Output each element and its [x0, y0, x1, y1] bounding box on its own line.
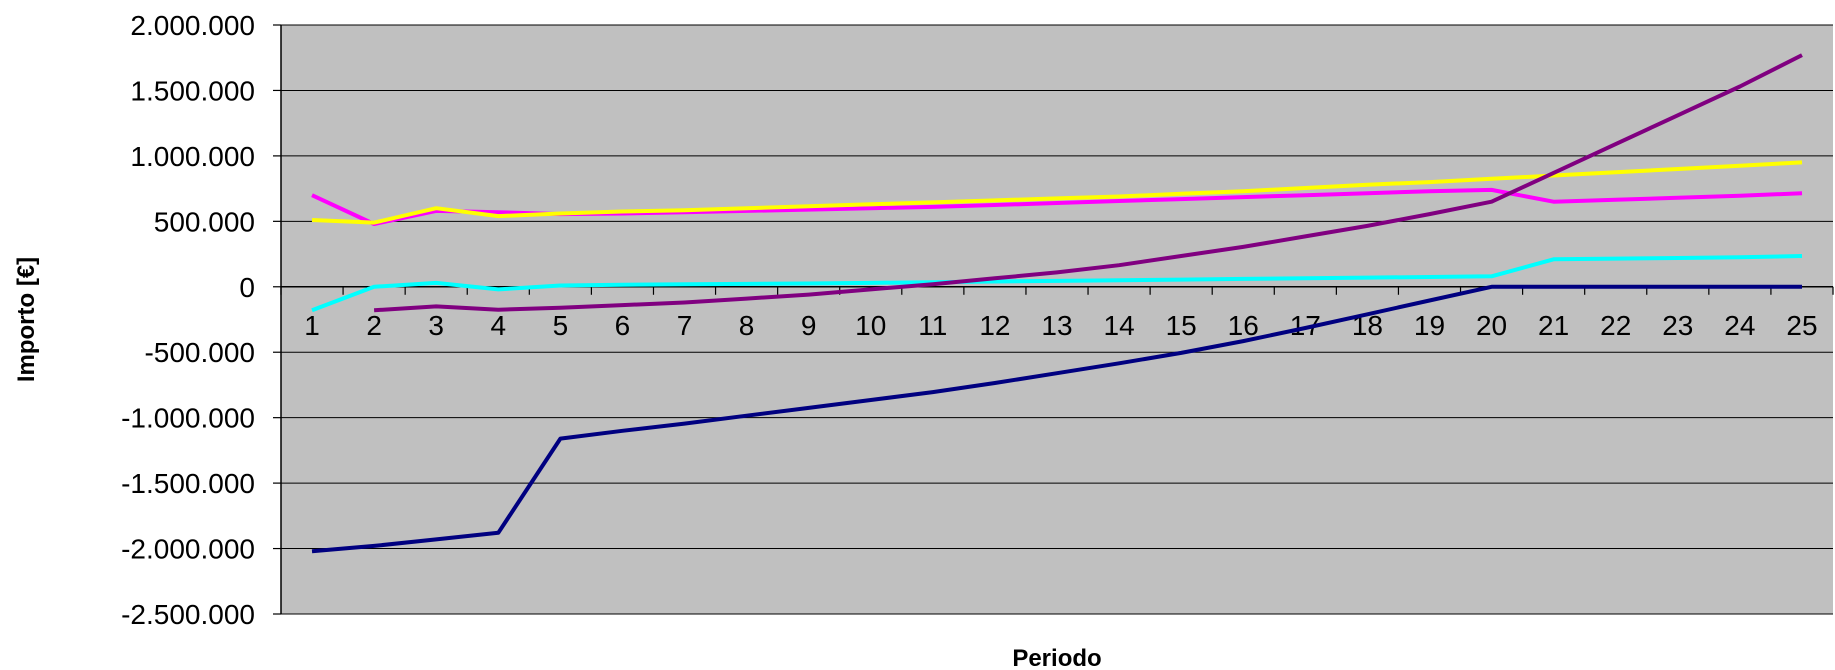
y-tick-label: -2.500.000 [121, 599, 255, 630]
y-axis-title: Importo [€] [13, 257, 40, 382]
x-tick-label: 9 [801, 310, 817, 341]
gridlines [281, 24, 1833, 615]
x-tick-label: 11 [918, 310, 947, 341]
series-line-5 [373, 53, 1803, 313]
x-axis-title: Periodo [1012, 645, 1101, 670]
x-tick-label: 14 [1104, 310, 1135, 341]
y-axis: 2.000.000 1.500.000 1.000.000 500.000 0 -500.… [121, 10, 282, 630]
x-tick-label: 3 [428, 310, 444, 341]
x-tick-label: 1 [304, 310, 320, 341]
x-tick-label: 8 [739, 310, 755, 341]
x-tick-label: 20 [1476, 310, 1507, 341]
x-tick-label: 10 [855, 310, 886, 341]
y-tick-label: 2.000.000 [130, 10, 255, 41]
plot-area [281, 25, 1833, 614]
x-tick-label: 6 [615, 310, 631, 341]
x-tick-label: 22 [1600, 310, 1631, 341]
series-line-4 [311, 254, 1803, 313]
y-tick-label: -500.000 [144, 337, 255, 368]
y-tick-label: -1.500.000 [121, 468, 255, 499]
y-tick-label: 1.000.000 [130, 141, 255, 172]
x-tick-label: 24 [1724, 310, 1755, 341]
x-tick-label: 2 [366, 310, 382, 341]
x-tick-label: 16 [1228, 310, 1259, 341]
y-tick-label: 1.500.000 [130, 75, 255, 106]
series-lines [311, 53, 1803, 554]
x-tick-label: 7 [677, 310, 693, 341]
x-tick-label: 15 [1166, 310, 1197, 341]
series-line-3 [311, 160, 1803, 225]
x-tick-label: 21 [1538, 310, 1569, 341]
x-tick-label: 19 [1414, 310, 1445, 341]
x-tick-label: 5 [553, 310, 569, 341]
x-tick-label: 4 [490, 310, 506, 341]
x-tick-label: 23 [1662, 310, 1693, 341]
series-line-1 [311, 284, 1802, 554]
y-tick-label: -1.000.000 [121, 403, 255, 434]
x-tick-label: 12 [979, 310, 1010, 341]
y-tick-label: 500.000 [154, 206, 255, 237]
x-tick-label: 13 [1041, 310, 1072, 341]
y-tick-label: 0 [239, 272, 255, 303]
y-tick-label: -2.000.000 [121, 534, 255, 565]
x-tick-label: 25 [1786, 310, 1817, 341]
